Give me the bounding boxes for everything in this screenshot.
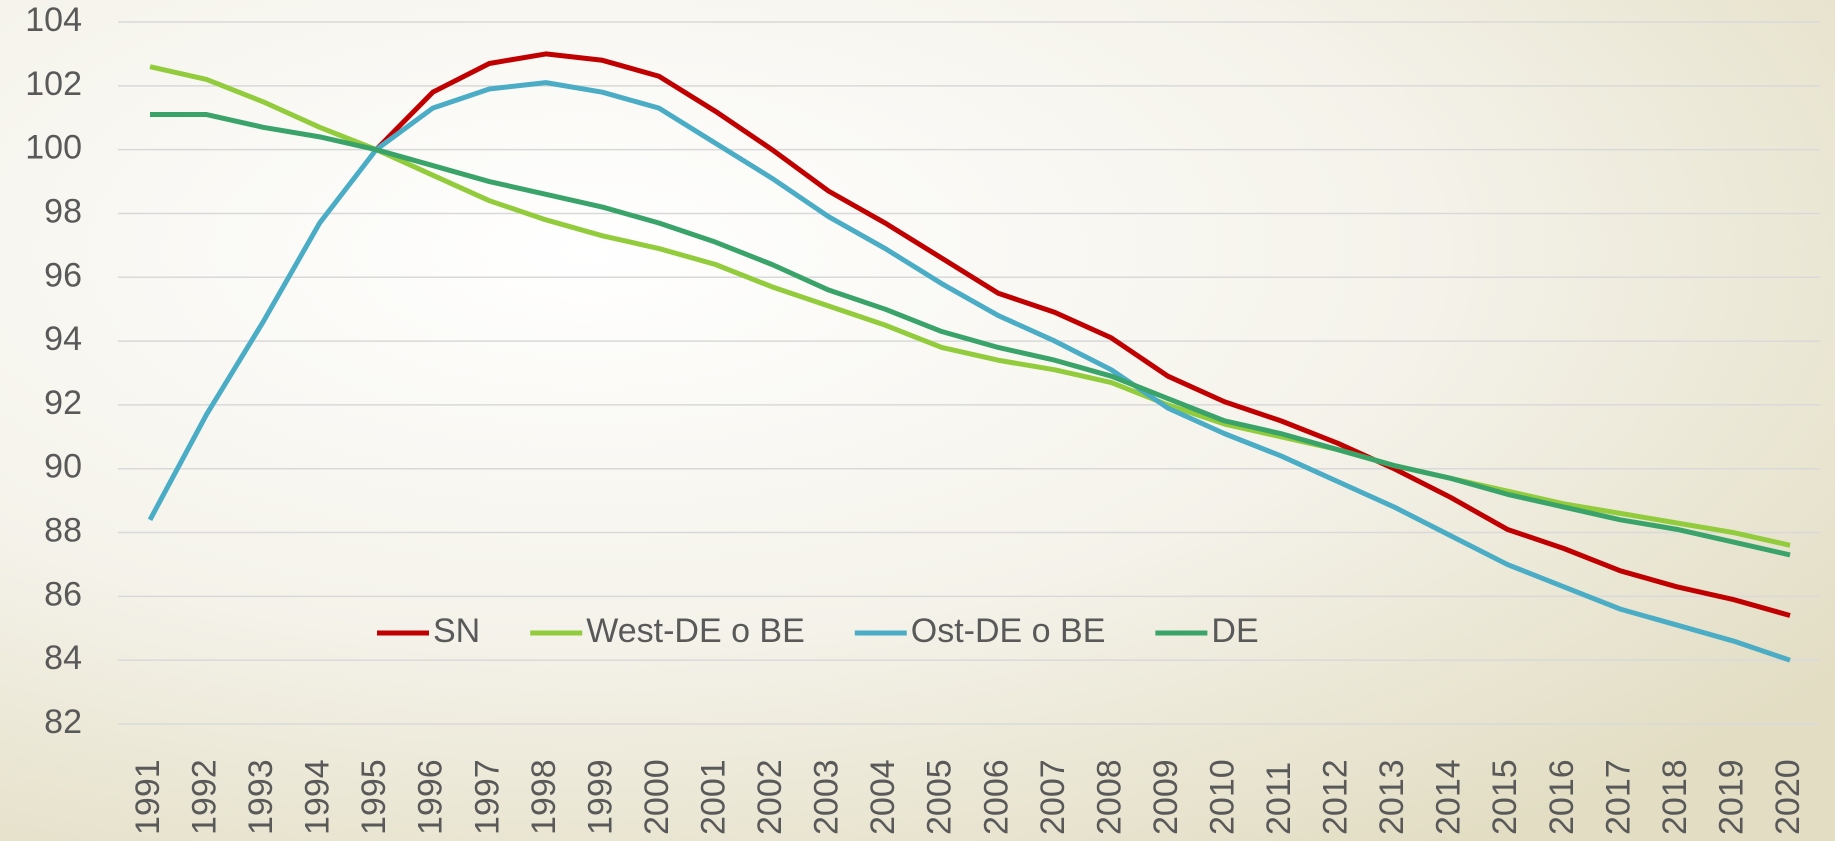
- x-tick-label: 1993: [242, 759, 280, 835]
- legend-label: DE: [1211, 612, 1258, 650]
- x-tick-label: 1995: [355, 759, 393, 835]
- y-tick-label: 94: [44, 320, 82, 358]
- x-tick-label: 2002: [751, 759, 789, 835]
- x-tick-label: 2009: [1147, 759, 1185, 835]
- x-tick-label: 2013: [1373, 759, 1411, 835]
- series-line: [374, 51, 1791, 618]
- x-tick-label: 1999: [581, 759, 619, 835]
- y-tick-label: 102: [25, 65, 82, 103]
- x-tick-label: 2012: [1317, 759, 1355, 835]
- y-tick-label: 90: [44, 448, 82, 486]
- y-tick-label: 104: [25, 1, 82, 39]
- x-tick-label: 2007: [1034, 759, 1072, 835]
- x-tick-label: 1994: [299, 759, 337, 835]
- x-tick-label: 1996: [412, 759, 450, 835]
- x-tick-label: 2008: [1090, 759, 1128, 835]
- y-tick-label: 84: [44, 639, 82, 677]
- x-tick-label: 2015: [1486, 759, 1524, 835]
- x-tick-label: 2006: [977, 759, 1015, 835]
- series-line: [147, 80, 1791, 663]
- y-tick-label: 96: [44, 256, 82, 294]
- legend-label: SN: [433, 612, 480, 650]
- x-tick-label: 2004: [864, 759, 902, 835]
- series-line: [150, 112, 1791, 558]
- y-tick-label: 100: [25, 129, 82, 167]
- x-tick-label: 2003: [808, 759, 846, 835]
- x-tick-label: 2020: [1769, 759, 1807, 835]
- legend-label: Ost-DE o BE: [911, 612, 1106, 650]
- x-tick-label: 2017: [1599, 759, 1637, 835]
- x-tick-label: 2018: [1656, 759, 1694, 835]
- x-tick-label: 2011: [1260, 762, 1298, 835]
- x-tick-label: 2010: [1203, 759, 1241, 835]
- x-tick-label: 1991: [129, 759, 167, 835]
- x-tick-label: 1997: [468, 759, 506, 835]
- x-tick-label: 2000: [638, 759, 676, 835]
- x-tick-label: 2001: [695, 759, 733, 835]
- x-tick-label: 1992: [186, 759, 224, 835]
- y-tick-label: 88: [44, 512, 82, 550]
- y-tick-label: 86: [44, 575, 82, 613]
- x-tick-label: 2016: [1543, 759, 1581, 835]
- legend-label: West-DE o BE: [586, 612, 805, 650]
- x-tick-label: 2014: [1430, 759, 1468, 835]
- series-line: [149, 64, 1791, 548]
- y-tick-label: 82: [44, 703, 82, 741]
- y-tick-label: 98: [44, 192, 82, 230]
- x-tick-label: 1998: [525, 759, 563, 835]
- y-tick-label: 92: [44, 384, 82, 422]
- x-tick-label: 2005: [921, 759, 959, 835]
- x-tick-label: 2019: [1712, 759, 1750, 835]
